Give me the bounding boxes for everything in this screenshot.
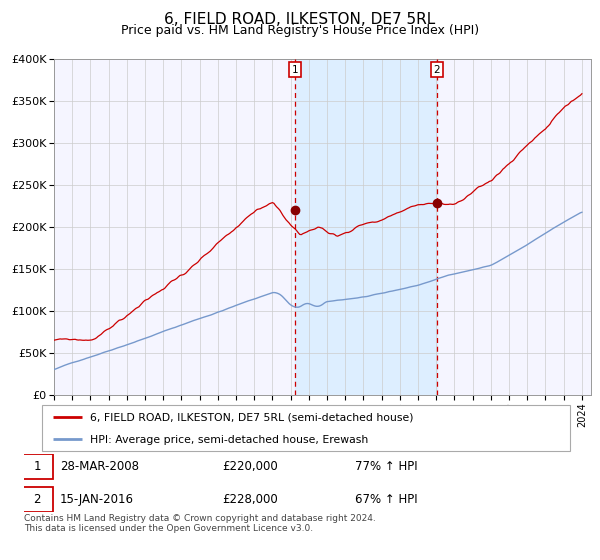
Text: 2: 2 bbox=[34, 493, 41, 506]
Text: HPI: Average price, semi-detached house, Erewash: HPI: Average price, semi-detached house,… bbox=[89, 435, 368, 445]
Text: 28-MAR-2008: 28-MAR-2008 bbox=[60, 460, 139, 473]
Text: 1: 1 bbox=[292, 65, 298, 74]
Text: 77% ↑ HPI: 77% ↑ HPI bbox=[355, 460, 418, 473]
Text: £220,000: £220,000 bbox=[223, 460, 278, 473]
Text: 15-JAN-2016: 15-JAN-2016 bbox=[60, 493, 134, 506]
Text: £228,000: £228,000 bbox=[223, 493, 278, 506]
FancyBboxPatch shape bbox=[42, 405, 570, 451]
FancyBboxPatch shape bbox=[21, 454, 53, 479]
Text: Contains HM Land Registry data © Crown copyright and database right 2024.
This d: Contains HM Land Registry data © Crown c… bbox=[24, 514, 376, 534]
Text: 1: 1 bbox=[34, 460, 41, 473]
Text: 6, FIELD ROAD, ILKESTON, DE7 5RL (semi-detached house): 6, FIELD ROAD, ILKESTON, DE7 5RL (semi-d… bbox=[89, 413, 413, 423]
Bar bbox=[295, 59, 437, 395]
Text: 2: 2 bbox=[434, 65, 440, 74]
FancyBboxPatch shape bbox=[21, 487, 53, 512]
Text: Price paid vs. HM Land Registry's House Price Index (HPI): Price paid vs. HM Land Registry's House … bbox=[121, 24, 479, 36]
Text: 67% ↑ HPI: 67% ↑ HPI bbox=[355, 493, 418, 506]
Text: 6, FIELD ROAD, ILKESTON, DE7 5RL: 6, FIELD ROAD, ILKESTON, DE7 5RL bbox=[164, 12, 436, 27]
